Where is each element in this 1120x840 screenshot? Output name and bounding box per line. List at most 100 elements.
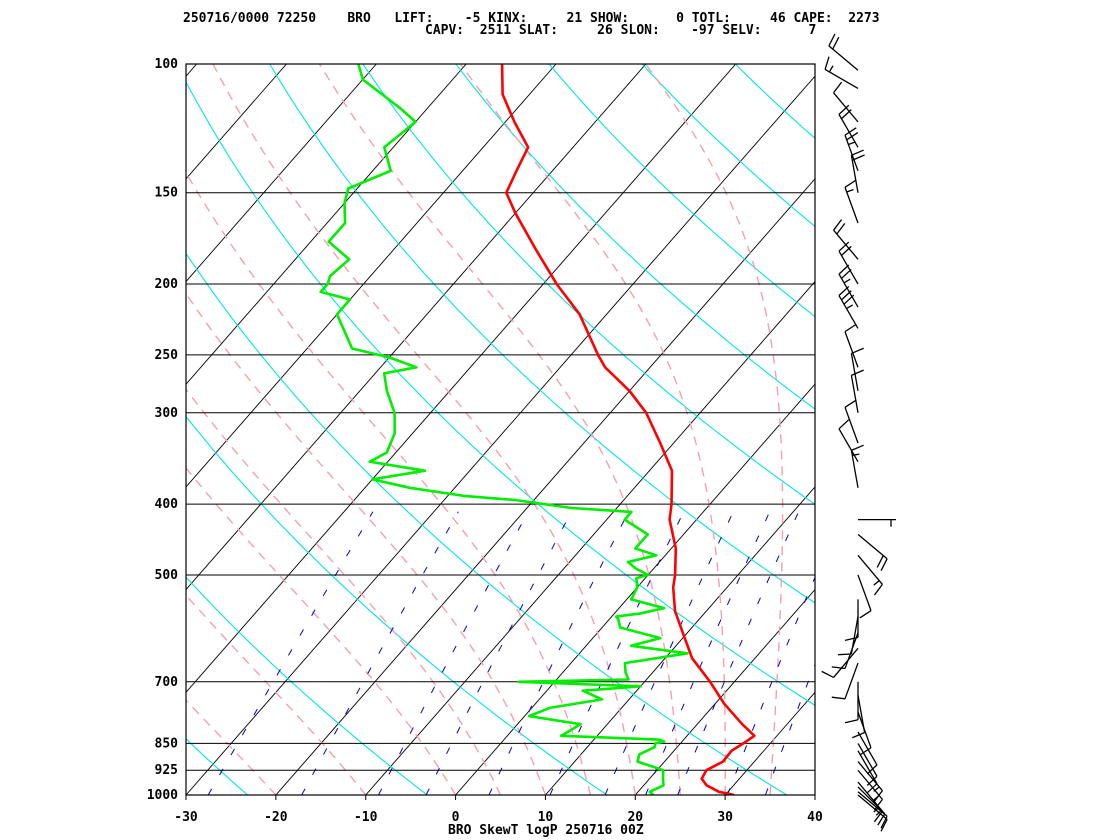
wind-barb <box>858 518 896 527</box>
barb-staff <box>857 694 866 733</box>
pressure-tick-label: 925 <box>155 763 178 778</box>
barb-staff <box>844 407 859 444</box>
isotherm-line <box>186 64 557 488</box>
barb-feather <box>852 731 865 739</box>
barb-feather <box>838 419 850 430</box>
barb-staff <box>857 781 883 812</box>
isotherm-line <box>0 64 17 795</box>
barb-staff <box>844 187 859 224</box>
wind-barb <box>844 599 859 642</box>
temperature-tick-label: 20 <box>627 810 643 825</box>
isotherm-line <box>186 64 287 180</box>
plot-frame <box>185 63 816 800</box>
barb-feather <box>873 584 883 596</box>
dry-adiabat <box>362 64 815 506</box>
barb-half-feather <box>873 580 880 586</box>
wind-barb <box>838 419 859 463</box>
pressure-tick-labels: 100 150 200 250 300 400 500 700 850 925 1000 <box>147 57 178 803</box>
mixing-ratio-line <box>764 663 815 795</box>
barb-feather <box>821 670 834 679</box>
temperature-tick-label: 30 <box>717 810 733 825</box>
temperature-tick-labels: -30 -20 -10 0 10 20 30 40 <box>174 810 823 825</box>
barb-feather <box>877 813 886 826</box>
barb-half-feather <box>873 786 880 792</box>
temperature-tick-label: -10 <box>354 810 378 825</box>
barb-staff <box>850 450 859 488</box>
wind-barb <box>838 616 859 656</box>
wind-barb <box>844 323 859 368</box>
barb-feather <box>876 555 884 568</box>
moist-adiabat <box>186 594 367 795</box>
pressure-tick-label: 500 <box>155 568 179 583</box>
pressure-tick-label: 700 <box>155 675 179 690</box>
barb-feather <box>836 222 846 235</box>
barb-feather <box>844 323 857 333</box>
moist-adiabat <box>186 171 592 795</box>
barb-feather <box>831 666 846 670</box>
wind-barb <box>838 241 859 285</box>
pressure-tick-label: 200 <box>155 277 179 292</box>
isotherm-line <box>545 486 815 795</box>
mixing-ratio-line <box>207 511 374 795</box>
barb-staff <box>857 731 878 766</box>
barb-half-feather <box>846 304 854 310</box>
dry-adiabat <box>186 576 428 795</box>
dry-adiabat <box>548 64 815 318</box>
header-line-2: CAPV: 2511 SLAT: 26 SLON: -97 SELV: 7 <box>425 23 816 38</box>
barb-feather <box>832 36 840 50</box>
barb-feather <box>880 819 888 832</box>
barb-staff <box>850 375 859 413</box>
wind-barb <box>857 731 878 775</box>
temperature-tick-label: -20 <box>264 810 288 825</box>
wind-barb <box>828 33 859 71</box>
barb-staff <box>850 155 859 193</box>
barb-staff <box>838 295 859 329</box>
barb-feather <box>851 149 864 156</box>
mixing-ratio-line <box>677 511 800 795</box>
wind-barb <box>850 369 864 413</box>
pressure-tick-label: 300 <box>155 406 179 421</box>
wind-barb <box>824 56 859 89</box>
barb-feather <box>851 347 864 355</box>
temperature-trace <box>500 64 756 795</box>
wind-barb <box>844 399 859 444</box>
wind-barb <box>857 533 888 571</box>
wind-barb <box>857 574 872 619</box>
isotherm-line <box>186 64 377 283</box>
barb-staff <box>828 45 859 71</box>
barb-half-feather <box>873 806 880 813</box>
barb-staff <box>857 769 883 800</box>
pressure-tick-label: 1000 <box>147 788 178 803</box>
barb-staff <box>844 331 859 368</box>
barb-staff <box>857 794 888 820</box>
mixing-ratio-line <box>301 511 459 795</box>
barb-feather <box>844 179 857 188</box>
barb-feather <box>851 369 864 376</box>
pressure-tick-label: 850 <box>155 736 179 751</box>
barb-feather <box>844 399 857 408</box>
isotherm-line <box>275 178 815 795</box>
barb-staff <box>857 574 872 611</box>
barb-staff <box>833 229 859 260</box>
mixing-ratio-line <box>378 511 529 795</box>
barb-staff <box>838 273 859 308</box>
barb-feather <box>873 790 883 802</box>
barb-feather <box>833 81 843 94</box>
barb-half-feather <box>843 278 851 284</box>
wind-barb <box>857 761 883 802</box>
moist-adiabat <box>212 64 636 795</box>
mixing-ratio-line <box>425 511 572 795</box>
wind-barb <box>831 662 859 700</box>
pressure-tick-label: 400 <box>155 497 179 512</box>
barb-staff <box>844 662 859 700</box>
isotherm-line <box>186 64 737 693</box>
isotherm-line <box>814 794 815 795</box>
wind-barb <box>850 444 864 488</box>
dry-adiabat <box>455 64 815 410</box>
barb-staff <box>844 134 859 172</box>
barb-staff <box>857 554 883 585</box>
barb-feather <box>851 444 864 451</box>
wind-barb <box>857 794 888 832</box>
isotherm-line <box>634 588 815 795</box>
